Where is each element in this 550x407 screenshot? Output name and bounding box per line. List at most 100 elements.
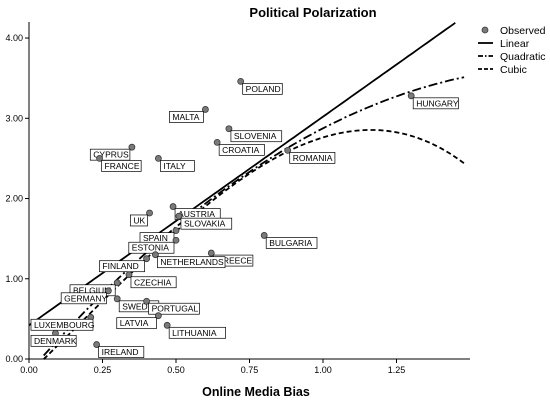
data-point-slovakia: SLOVAKIA bbox=[175, 212, 233, 230]
observed-marker bbox=[172, 236, 180, 244]
country-label-box bbox=[218, 144, 265, 156]
country-label-box bbox=[30, 334, 77, 347]
observed-marker bbox=[93, 341, 101, 348]
observed-marker bbox=[113, 279, 121, 287]
data-point-lithuania: LITHUANIA bbox=[163, 321, 226, 339]
country-label: GREECE bbox=[216, 256, 252, 266]
observed-marker bbox=[104, 287, 112, 295]
country-label: SPAIN bbox=[143, 233, 168, 243]
data-point-portugal: PORTUGAL bbox=[143, 297, 200, 315]
observed-marker bbox=[237, 77, 245, 85]
observed-marker bbox=[213, 138, 221, 146]
observed-marker bbox=[154, 312, 162, 320]
country-label: NETHERLANDS bbox=[160, 257, 224, 267]
x-tick-label: 1.00 bbox=[314, 365, 332, 375]
data-point-uk: UK bbox=[129, 209, 153, 227]
observed-marker bbox=[154, 155, 162, 162]
data-point-czechia: CZECHIA bbox=[125, 271, 177, 289]
chart-title: Political Polarization bbox=[249, 5, 376, 20]
observed-marker bbox=[175, 212, 183, 220]
observed-marker bbox=[201, 106, 209, 113]
legend-item-linear: Linear bbox=[478, 38, 530, 50]
country-label-box bbox=[116, 317, 157, 330]
observed-marker bbox=[113, 295, 121, 303]
legend-item-cubic: Cubic bbox=[478, 64, 527, 76]
country-label: PORTUGAL bbox=[152, 304, 199, 314]
observed-marker bbox=[152, 251, 159, 259]
country-label-box bbox=[30, 318, 94, 331]
observed-marker bbox=[260, 232, 268, 239]
data-point-estonia: ESTONIA bbox=[128, 236, 180, 254]
legend-label: Linear bbox=[500, 38, 530, 50]
country-label: FRANCE bbox=[105, 161, 140, 171]
observed-marker bbox=[225, 125, 233, 133]
observed-marker bbox=[128, 143, 136, 151]
data-point-spain: SPAIN bbox=[139, 227, 180, 244]
country-label: SLOVAKIA bbox=[184, 219, 226, 229]
x-tick-label: 0.25 bbox=[94, 365, 112, 375]
legend-label: Observed bbox=[500, 25, 546, 37]
y-tick-label: 2.00 bbox=[5, 194, 23, 204]
country-label: GERMANY bbox=[64, 293, 107, 303]
country-label-box bbox=[230, 130, 283, 143]
legend-item-quadratic: Quadratic bbox=[478, 51, 546, 63]
country-label: BULGARIA bbox=[269, 238, 312, 248]
country-label-box bbox=[168, 326, 226, 339]
country-label-box bbox=[180, 217, 233, 230]
data-point-latvia: LATVIA bbox=[116, 312, 162, 330]
legend-label: Quadratic bbox=[500, 51, 546, 63]
country-label-box bbox=[169, 111, 204, 123]
country-label-box bbox=[99, 260, 145, 273]
data-point-netherlands: NETHERLANDS bbox=[152, 251, 226, 269]
country-label-box bbox=[60, 292, 107, 305]
country-label: POLAND bbox=[246, 84, 281, 94]
country-label-box bbox=[130, 276, 177, 289]
country-label-box bbox=[148, 302, 200, 315]
x-tick-label: 0.75 bbox=[241, 365, 259, 375]
country-label-box bbox=[98, 346, 145, 358]
data-point-finland: FINLAND bbox=[99, 255, 151, 273]
linear-fit-line bbox=[28, 22, 456, 327]
country-label: ITALY bbox=[163, 161, 186, 171]
data-point-denmark: DENMARK bbox=[30, 329, 77, 347]
data-point-belgium: BELGIUM bbox=[69, 279, 121, 297]
legend-marker bbox=[481, 26, 489, 34]
observed-marker bbox=[163, 321, 171, 329]
data-point-germany: GERMANY bbox=[60, 287, 112, 305]
data-point-slovenia: SLOVENIA bbox=[225, 125, 283, 143]
observed-marker bbox=[143, 297, 151, 305]
y-tick-label: 0.00 bbox=[5, 354, 23, 364]
country-label: CZECHIA bbox=[134, 277, 172, 287]
country-label-box bbox=[160, 160, 195, 172]
country-label-box bbox=[157, 256, 226, 269]
data-point-luxembourg: LUXEMBOURG bbox=[30, 313, 94, 331]
country-label: LUXEMBOURG bbox=[34, 320, 94, 330]
country-label: DENMARK bbox=[34, 336, 77, 346]
country-label-box bbox=[265, 237, 318, 249]
y-tick-label: 4.00 bbox=[5, 33, 23, 43]
data-point-ireland: IRELAND bbox=[93, 341, 145, 358]
country-label: HUNGARY bbox=[416, 98, 459, 108]
observed-marker bbox=[407, 92, 415, 100]
x-tick-label: 1.25 bbox=[388, 365, 406, 375]
country-label: LATVIA bbox=[120, 318, 149, 328]
country-label: SWEDEN bbox=[122, 301, 159, 311]
country-label: CROATIA bbox=[222, 145, 259, 155]
y-tick-label: 1.00 bbox=[5, 274, 23, 284]
observed-marker bbox=[96, 155, 103, 162]
country-label: SLOVENIA bbox=[234, 131, 277, 141]
y-tick-label: 3.00 bbox=[5, 113, 23, 123]
data-point-bulgaria: BULGARIA bbox=[260, 232, 318, 249]
data-point-hungary: HUNGARY bbox=[407, 92, 459, 110]
legend-label: Cubic bbox=[500, 64, 527, 76]
observed-marker bbox=[207, 249, 215, 257]
data-point-romania: ROMANIA bbox=[284, 146, 336, 164]
country-label: CYPRUS bbox=[93, 150, 129, 160]
country-label-box bbox=[242, 83, 283, 95]
x-tick-label: 0.50 bbox=[167, 365, 185, 375]
country-label: ROMANIA bbox=[293, 153, 333, 163]
country-label: UK bbox=[133, 215, 145, 225]
country-label: BELGIUM bbox=[73, 285, 111, 295]
